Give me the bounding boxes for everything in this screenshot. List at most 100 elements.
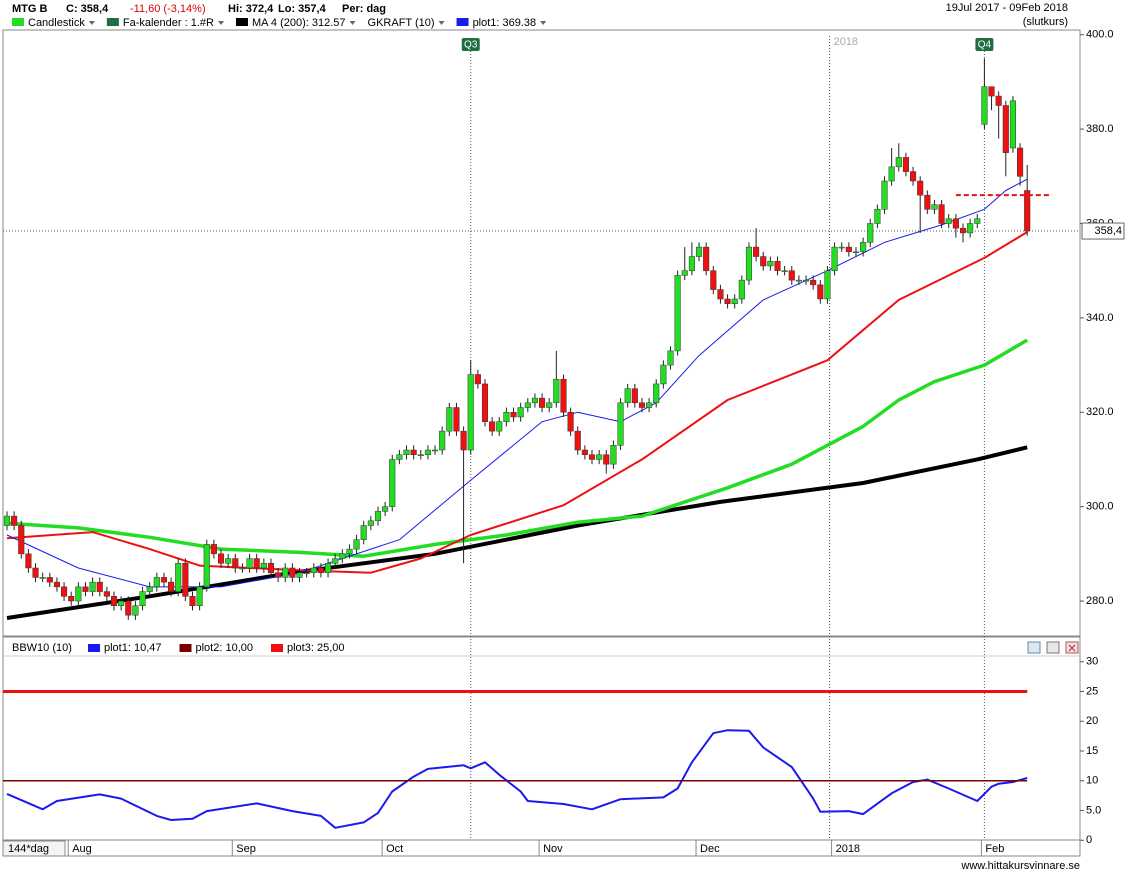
candle-body	[988, 86, 995, 97]
candle-body	[374, 511, 382, 522]
candle-body	[895, 157, 902, 168]
candle-body	[967, 223, 974, 234]
candle-body	[453, 407, 460, 432]
candle-body	[731, 298, 738, 304]
candle-body	[346, 548, 353, 555]
candle-body	[125, 600, 132, 616]
y-tick-label: 340.0	[1086, 312, 1114, 324]
candle-body	[296, 572, 303, 578]
watermark: www.hittakursvinnare.se	[960, 860, 1080, 872]
y-tick-label: 320.0	[1086, 406, 1114, 418]
candle-body	[995, 95, 1002, 106]
candle-body	[681, 270, 688, 276]
candle-body	[481, 383, 489, 422]
candle-body	[1002, 105, 1009, 153]
candle-body	[89, 581, 96, 592]
candle-body	[959, 227, 967, 234]
candle-body	[46, 577, 53, 583]
candle-body	[788, 270, 795, 281]
y-tick-label: 10	[1086, 775, 1098, 787]
candle-body	[931, 204, 938, 210]
event-label: Q4	[978, 40, 992, 51]
y-tick-label: 280.0	[1086, 595, 1114, 607]
candle-body	[61, 586, 68, 597]
candle-body	[474, 374, 481, 385]
candle-body	[360, 525, 367, 540]
candle-body	[817, 284, 824, 300]
year-marker-label: 2018	[834, 36, 858, 48]
legend-swatch	[106, 18, 119, 26]
candle-body	[225, 558, 232, 564]
candle-body	[831, 246, 838, 271]
close: C: 358,4	[66, 3, 109, 15]
candle-body	[581, 449, 588, 455]
icon-zoom[interactable]	[1046, 641, 1060, 654]
x-tick-label: 2018	[836, 843, 860, 855]
candle-body	[760, 256, 767, 267]
legend-swatch	[12, 18, 24, 26]
candle-body	[182, 563, 189, 597]
candle-body	[146, 586, 153, 592]
candle-body	[603, 454, 610, 465]
candle-body	[118, 600, 125, 606]
candle-body	[1024, 190, 1031, 232]
event-flag	[461, 38, 480, 51]
lower-panel-frame	[2, 636, 1081, 857]
candle-body	[310, 567, 317, 573]
legend-swatch	[179, 644, 192, 652]
candle-body	[596, 454, 603, 460]
legend-label: Candlestick	[28, 17, 85, 29]
candle-body	[210, 544, 217, 555]
price-mode: (slutkurs)	[1023, 16, 1068, 28]
x-tick-label: Sep	[236, 843, 256, 855]
symbol: MTG B	[12, 3, 47, 15]
candle-body	[874, 209, 881, 224]
candle-body	[624, 388, 631, 404]
panel-icons	[1027, 641, 1079, 654]
candle-body	[574, 430, 581, 451]
candle-body	[845, 246, 852, 253]
dropdown-arrow	[217, 21, 224, 25]
span-label: 144*dag	[8, 843, 49, 855]
y-tick-label: 30	[1086, 656, 1098, 668]
high: Hi: 372,4	[228, 3, 274, 15]
candle-body	[902, 157, 909, 172]
candle-body	[745, 246, 753, 281]
y-tick-label: 0	[1086, 834, 1092, 846]
candle-body	[410, 449, 417, 455]
x-tick-label: Dec	[700, 843, 720, 855]
candle-body	[367, 520, 374, 526]
candle-body	[717, 289, 724, 300]
dropdown-arrow	[540, 21, 547, 25]
candle-body	[881, 180, 888, 210]
candle-body	[446, 407, 453, 432]
legend-swatch	[235, 18, 248, 26]
candle-body	[153, 577, 160, 588]
y-tick-label: 380.0	[1086, 123, 1114, 135]
candle-body	[103, 591, 110, 597]
candle-body	[246, 558, 253, 569]
indicator-line	[6, 231, 1028, 574]
x-tick-label: Aug	[72, 843, 92, 855]
candle-body	[824, 270, 831, 300]
candle-body	[860, 242, 867, 253]
y-tick-label: 300.0	[1086, 501, 1114, 513]
y-tick-label: 25	[1086, 685, 1098, 697]
candle-body	[767, 260, 774, 267]
candle-body	[724, 298, 731, 304]
candle-body	[703, 246, 710, 271]
candle-body	[139, 591, 146, 606]
candle-body	[324, 563, 332, 573]
candle-body	[68, 596, 75, 602]
x-tick-label: Nov	[543, 843, 563, 855]
candle-body	[567, 412, 574, 432]
candle-body	[810, 279, 817, 286]
candle-body	[439, 430, 446, 451]
dropdown-arrow	[349, 21, 356, 25]
candle-body	[267, 563, 275, 573]
icon-list[interactable]	[1027, 641, 1041, 654]
candle-body	[25, 553, 32, 569]
date-range: 19Jul 2017 - 09Feb 2018	[946, 2, 1068, 14]
